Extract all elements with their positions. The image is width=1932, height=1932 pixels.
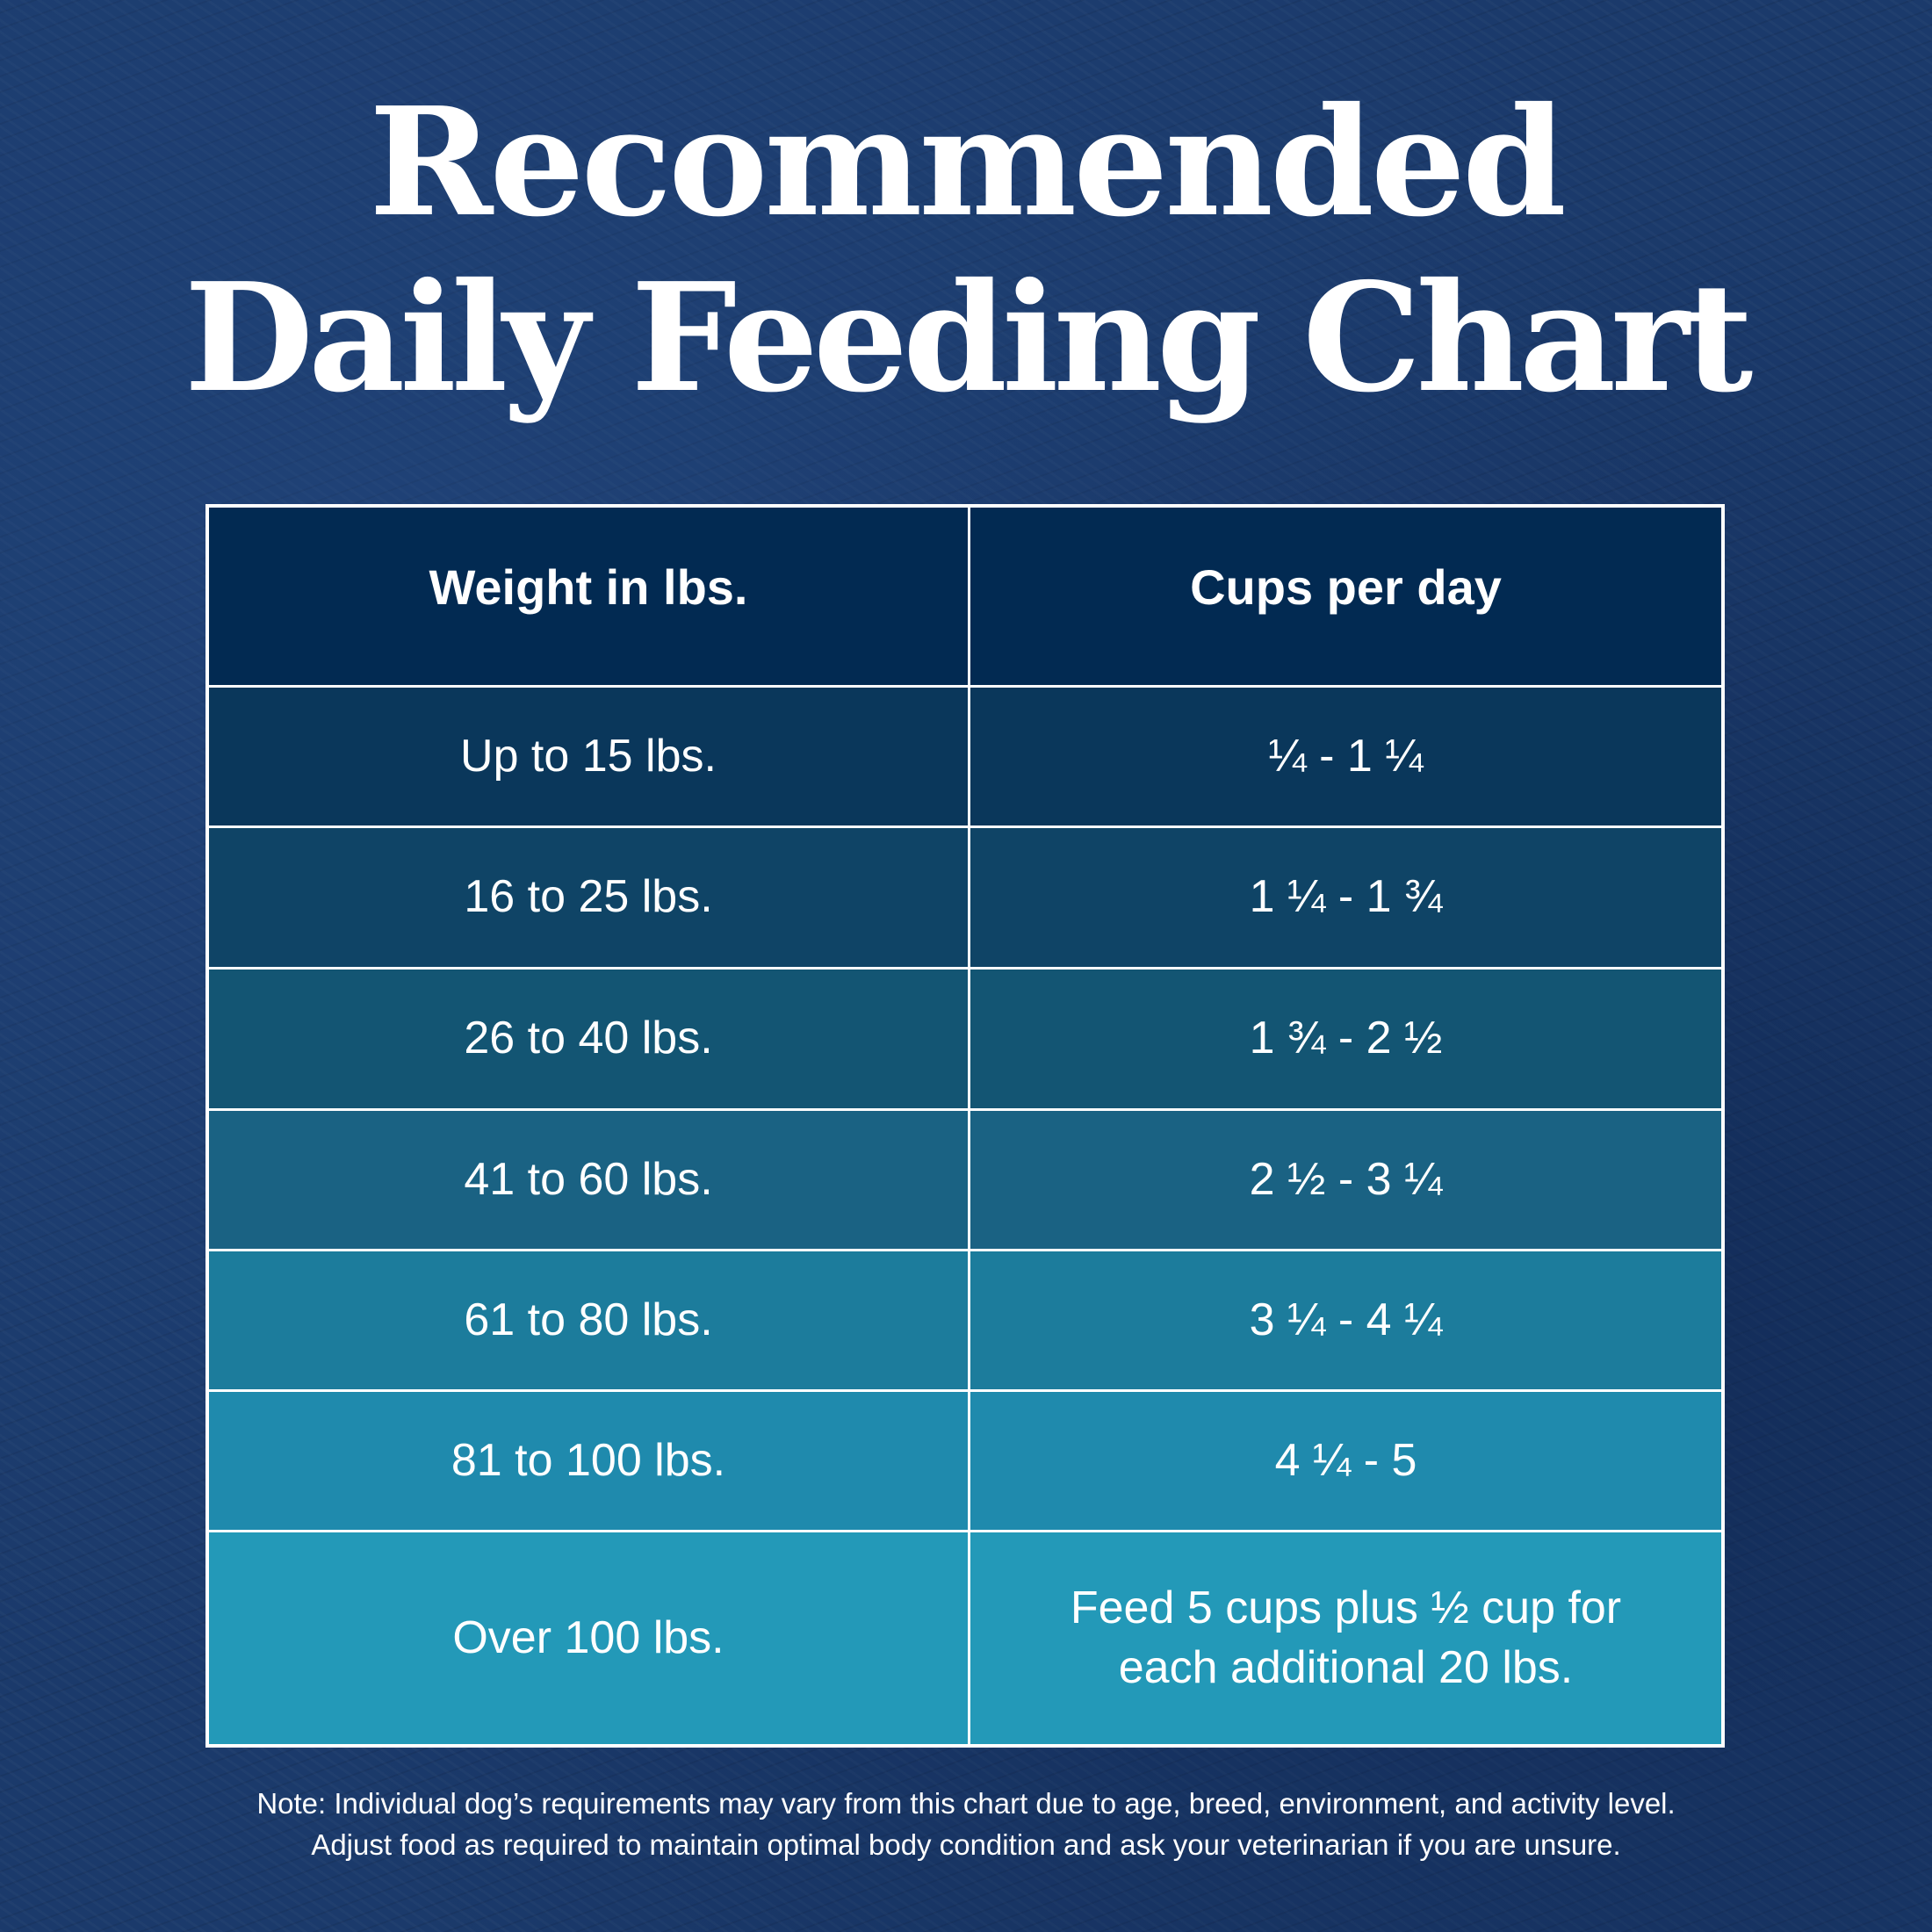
title-line-1: Recommended — [369, 75, 1567, 250]
table-row: 81 to 100 lbs. 4 ¼ - 5 — [209, 1392, 1721, 1532]
table-row: 26 to 40 lbs. 1 ¾ - 2 ½ — [209, 970, 1721, 1111]
title-line-2: Daily Feeding Chart — [184, 250, 1754, 426]
footnote-line-1: Note: Individual dog’s requirements may … — [256, 1787, 1676, 1820]
weight-cell: Up to 15 lbs. — [209, 688, 970, 825]
weight-cell: 16 to 25 lbs. — [209, 828, 970, 967]
cups-cell: 3 ¼ - 4 ¼ — [1249, 1294, 1443, 1345]
weight-cell: 41 to 60 lbs. — [209, 1111, 970, 1249]
cups-cell: ¼ - 1 ¼ — [1268, 730, 1424, 782]
cups-cell: 1 ¼ - 1 ¾ — [1249, 871, 1443, 923]
cups-cell: 1 ¾ - 2 ½ — [1249, 1013, 1443, 1064]
cups-cell: Feed 5 cups plus ½ cup for each addition… — [1070, 1582, 1622, 1693]
table-row: Over 100 lbs. Feed 5 cups plus ½ cup for… — [209, 1532, 1721, 1744]
table-header-row: Weight in lbs. Cups per day — [209, 508, 1721, 688]
weight-cell: 81 to 100 lbs. — [209, 1392, 970, 1530]
weight-cell: 26 to 40 lbs. — [209, 970, 970, 1108]
weight-cell: 61 to 80 lbs. — [209, 1251, 970, 1389]
table-row: 41 to 60 lbs. 2 ½ - 3 ¼ — [209, 1111, 1721, 1251]
cups-cell: 2 ½ - 3 ¼ — [1249, 1153, 1443, 1205]
weight-cell: Over 100 lbs. — [209, 1532, 970, 1744]
cups-cell: 4 ¼ - 5 — [1274, 1434, 1417, 1486]
header-weight: Weight in lbs. — [209, 508, 970, 685]
table-row: 16 to 25 lbs. 1 ¼ - 1 ¾ — [209, 828, 1721, 970]
header-cups: Cups per day — [1190, 559, 1502, 615]
table-row: 61 to 80 lbs. 3 ¼ - 4 ¼ — [209, 1251, 1721, 1392]
footnote-line-2: Adjust food as required to maintain opti… — [311, 1828, 1621, 1861]
feeding-table: Weight in lbs. Cups per day Up to 15 lbs… — [205, 504, 1725, 1748]
footnote: Note: Individual dog’s requirements may … — [0, 1783, 1932, 1865]
table-row: Up to 15 lbs. ¼ - 1 ¼ — [209, 688, 1721, 828]
